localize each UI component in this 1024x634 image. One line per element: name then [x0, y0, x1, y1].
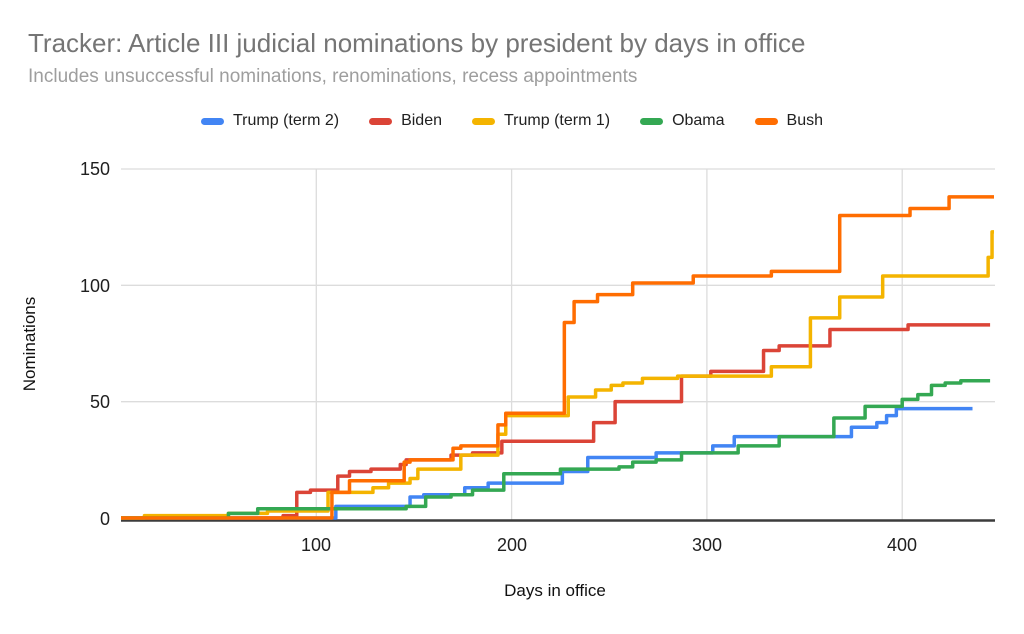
y-axis-title-text: Nominations: [20, 296, 39, 392]
legend-swatch-obama: [640, 117, 664, 125]
legend-swatch-trump-term-2: [200, 117, 224, 125]
legend-label: Obama: [672, 112, 725, 129]
x-axis-title: Days in office: [504, 581, 606, 600]
legend-swatch-biden: [369, 117, 393, 125]
legend-label: Trump (term 1): [503, 112, 611, 129]
series-line-trump-term-2-: [121, 406, 973, 520]
legend-label: Bush: [786, 112, 823, 129]
series-line-trump-term-1-: [121, 230, 994, 520]
x-tick-400: 400: [886, 535, 918, 555]
chart-title: Tracker: Article III judicial nomination…: [28, 28, 806, 58]
series-line-bush: [121, 195, 994, 520]
y-tick-0: 0: [99, 509, 110, 529]
series-line-biden: [121, 323, 991, 520]
legend-label: Biden: [401, 112, 442, 129]
legend-item-obama: Obama: [640, 112, 725, 130]
legend-item-bush: Bush: [754, 112, 823, 130]
legend: Trump (term 2) Biden Trump (term 1) Obam…: [0, 112, 1024, 130]
series-line-obama: [121, 378, 991, 520]
x-tick-300: 300: [691, 535, 723, 555]
legend-item-trump-term-2: Trump (term 2): [200, 112, 340, 130]
y-tick-150: 150: [79, 159, 110, 179]
chart-subtitle: Includes unsuccessful nominations, renom…: [28, 66, 638, 87]
legend-item-trump-term-1: Trump (term 1): [471, 112, 611, 130]
x-tick-100: 100: [300, 535, 332, 555]
legend-item-biden: Biden: [369, 112, 442, 130]
legend-swatch-trump-term-1: [471, 117, 495, 125]
legend-label: Trump (term 2): [232, 112, 340, 129]
y-tick-100: 100: [79, 276, 110, 296]
x-tick-200: 200: [496, 535, 528, 555]
y-tick-50: 50: [89, 392, 110, 412]
legend-swatch-bush: [754, 117, 778, 125]
